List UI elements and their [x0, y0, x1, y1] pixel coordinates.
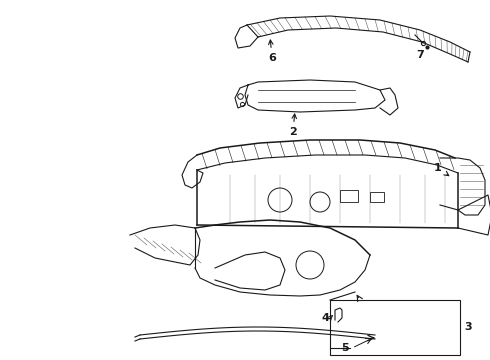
Text: 2: 2 [289, 114, 297, 137]
Text: 1: 1 [434, 163, 449, 176]
Text: 7: 7 [416, 50, 424, 60]
Bar [370, 192, 384, 202]
Text: 5: 5 [341, 343, 349, 353]
Bar [340, 190, 358, 202]
Bar [330, 300, 460, 355]
Text: 4: 4 [321, 313, 329, 323]
Text: 6: 6 [268, 40, 276, 63]
Text: 3: 3 [464, 323, 472, 333]
